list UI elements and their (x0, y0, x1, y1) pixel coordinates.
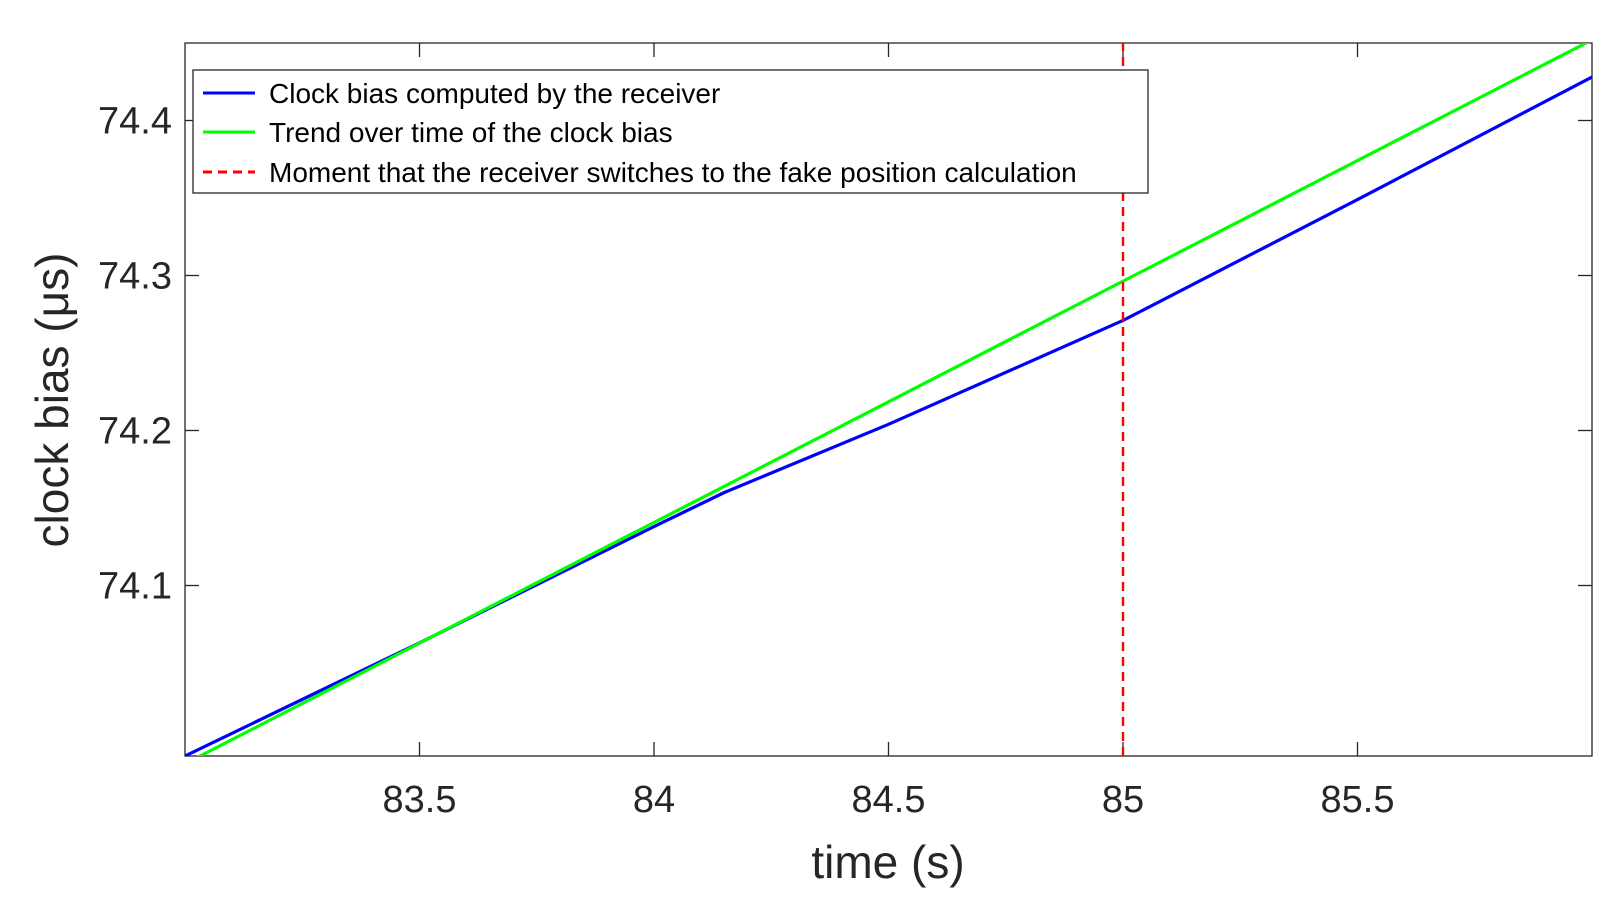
legend-label-0: Clock bias computed by the receiver (269, 78, 720, 109)
legend: Clock bias computed by the receiver Tren… (192, 69, 1149, 194)
y-tick-label-1: 74.2 (98, 411, 172, 453)
y-tick-label-3: 74.4 (98, 101, 172, 143)
legend-label-1: Trend over time of the clock bias (269, 117, 673, 148)
x-tick-label-1: 84 (633, 779, 675, 821)
x-axis-label: time (s) (811, 836, 964, 888)
x-tick-label-2: 84.5 (852, 779, 926, 821)
x-tick-label-3: 85 (1102, 779, 1144, 821)
x-tick-label-4: 85.5 (1321, 779, 1395, 821)
x-tick-label-0: 83.5 (383, 779, 457, 821)
legend-box (192, 69, 1149, 194)
series-line-1 (196, 43, 1590, 756)
y-tick-label-0: 74.1 (98, 566, 172, 608)
y-tick-label-2: 74.3 (98, 256, 172, 298)
y-axis-label: clock bias (μs) (26, 253, 78, 548)
legend-label-2: Moment that the receiver switches to the… (269, 157, 1077, 188)
